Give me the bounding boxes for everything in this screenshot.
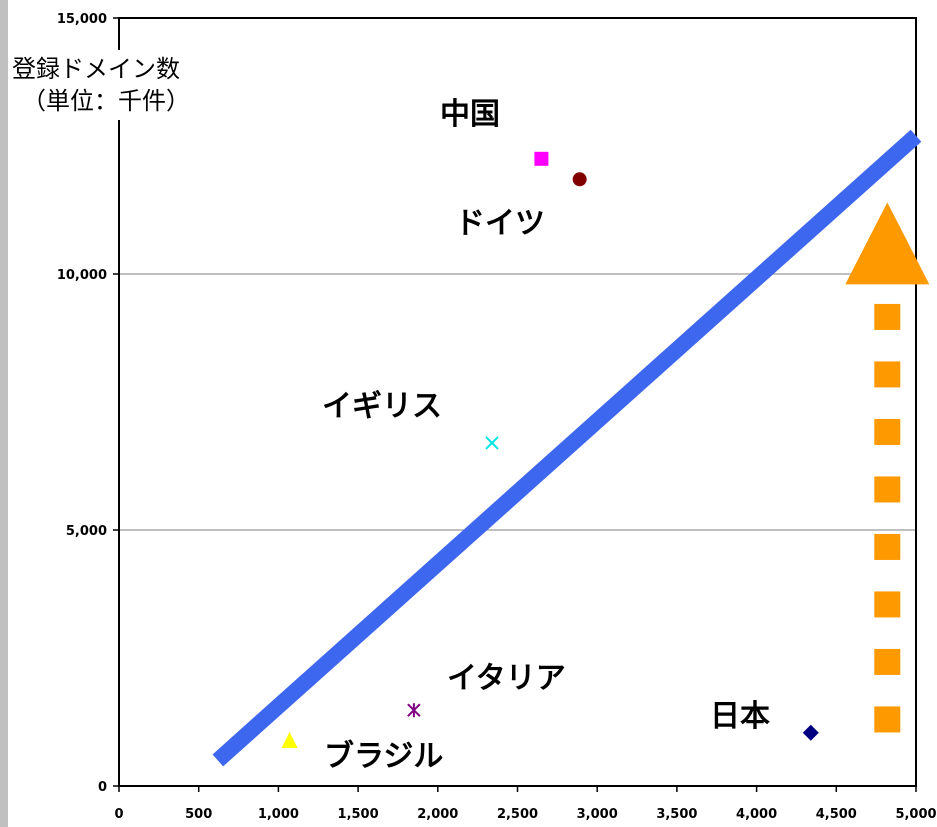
ylabel-background: [10, 50, 240, 120]
arrow-dash-1: [874, 648, 901, 675]
trend-layer: [212, 129, 922, 767]
x-tick-label-2: 1,000: [258, 807, 299, 822]
trend-line: [212, 129, 922, 767]
x-tick-label-0: 0: [114, 807, 123, 822]
arrow-dash-4: [874, 476, 901, 503]
arrow-layer: [845, 202, 930, 733]
data-point-2-stroke-b: [485, 436, 499, 450]
arrow-dash-0: [874, 706, 901, 733]
y-tick-label-3: 15,000: [57, 12, 107, 27]
data-point-5: [802, 724, 819, 741]
arrow-head: [845, 202, 930, 285]
point-label-brazil: ブラジル: [324, 739, 443, 774]
arrow-dash-7: [874, 303, 901, 330]
point-label-japan: 日本: [710, 699, 770, 734]
data-point-3: [407, 703, 421, 718]
data-point-4: [281, 731, 298, 748]
x-tick-label-1: 500: [185, 807, 212, 822]
left-border-strip: [0, 0, 8, 827]
x-tick-label-8: 4,000: [736, 807, 777, 822]
x-tick-label-5: 2,500: [497, 807, 538, 822]
y-tick-label-0: 0: [98, 780, 107, 795]
ylabel-line-1: 登録ドメイン数: [12, 55, 180, 83]
point-label-germany: ドイツ: [455, 206, 545, 241]
arrow-dash-2: [874, 591, 901, 618]
axis-layer: 0 5,000 10,000 15,000 0 500 1,000 1,500 2,000 2,5…: [57, 12, 937, 822]
x-tick-label-6: 3,000: [577, 807, 618, 822]
label-layer: 登録ドメイン数 （単位：千件） 中国 ドイツ イギリス イタリア ブラジル 日本: [10, 50, 770, 774]
arrow-dash-6: [874, 361, 901, 388]
x-tick-label-10: 5,000: [895, 807, 936, 822]
data-point-0: [534, 151, 549, 166]
arrow-dash-3: [874, 533, 901, 560]
x-tick-label-9: 4,500: [816, 807, 857, 822]
point-label-italy: イタリア: [447, 661, 566, 696]
x-tick-label-7: 3,500: [656, 807, 697, 822]
point-label-uk: イギリス: [322, 389, 442, 424]
x-tick-label-4: 2,000: [417, 807, 458, 822]
point-layer: [281, 151, 819, 748]
arrow-dash-5: [874, 418, 901, 445]
data-point-2: [485, 436, 499, 450]
ylabel-line-2: （単位：千件）: [22, 87, 190, 115]
data-point-1: [572, 172, 587, 187]
y-tick-label-2: 10,000: [57, 268, 107, 283]
x-tick-label-3: 1,500: [338, 807, 379, 822]
point-label-china: 中国: [440, 97, 500, 132]
y-tick-label-1: 5,000: [66, 524, 107, 539]
grid-layer: [119, 273, 916, 531]
